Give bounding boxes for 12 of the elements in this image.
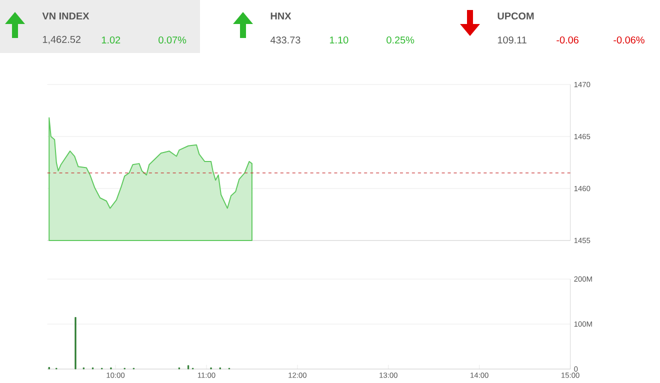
text: 433.73 [270, 36, 300, 44]
text: 0.25% [386, 36, 414, 44]
text: 1.02 [102, 36, 120, 44]
text: 1.10 [330, 36, 348, 44]
text: -0.06% [614, 36, 644, 44]
text: 0.07% [158, 36, 186, 44]
text: 1,462.52 [42, 36, 80, 44]
text: UPCOM [498, 12, 534, 20]
text: HNX [270, 12, 292, 20]
text: 109.11 [498, 36, 526, 44]
text: VN INDEX [42, 12, 90, 20]
text: -0.06 [556, 36, 578, 44]
